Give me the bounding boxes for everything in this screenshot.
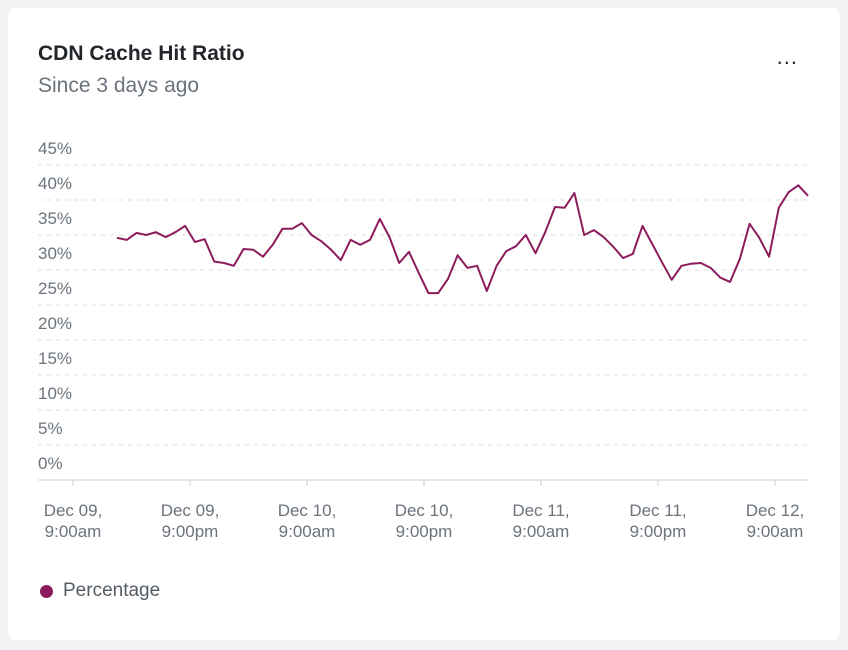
y-tick-label: 40%: [38, 174, 72, 193]
y-tick-label: 35%: [38, 209, 72, 228]
x-tick-label: 9:00am: [279, 522, 336, 541]
x-tick-label: Dec 11,: [629, 501, 686, 520]
x-tick-label: Dec 09,: [44, 501, 103, 520]
y-tick-label: 10%: [38, 384, 72, 403]
x-tick-label: Dec 11,: [512, 501, 569, 520]
x-tick-label: 9:00am: [45, 522, 102, 541]
x-tick-label: 9:00pm: [162, 522, 219, 541]
x-tick-label: 9:00am: [747, 522, 804, 541]
x-tick-label: 9:00am: [513, 522, 570, 541]
series-line-percentage: [116, 184, 809, 295]
x-tick-label: Dec 10,: [395, 501, 454, 520]
legend[interactable]: Percentage: [40, 580, 160, 602]
legend-dot-icon: [40, 584, 53, 598]
y-tick-label: 0%: [38, 454, 63, 473]
y-tick-label: 20%: [38, 314, 72, 333]
chart-card: CDN Cache Hit Ratio Since 3 days ago ...: [8, 8, 840, 640]
y-tick-label: 15%: [38, 349, 72, 368]
y-tick-label: 30%: [38, 244, 72, 263]
x-tick-label: 9:00pm: [630, 522, 687, 541]
chart-title: CDN Cache Hit Ratio: [38, 42, 245, 65]
x-tick-label: Dec 12,: [746, 501, 805, 520]
y-tick-label: 45%: [38, 139, 72, 158]
x-tick-label: 9:00pm: [396, 522, 453, 541]
y-tick-label: 25%: [38, 279, 72, 298]
legend-label: Percentage: [63, 580, 161, 601]
y-tick-label: 5%: [38, 419, 63, 438]
x-tick-label: Dec 09,: [161, 501, 220, 520]
chart-subtitle: Since 3 days ago: [38, 74, 200, 97]
x-tick-label: Dec 10,: [278, 501, 337, 520]
